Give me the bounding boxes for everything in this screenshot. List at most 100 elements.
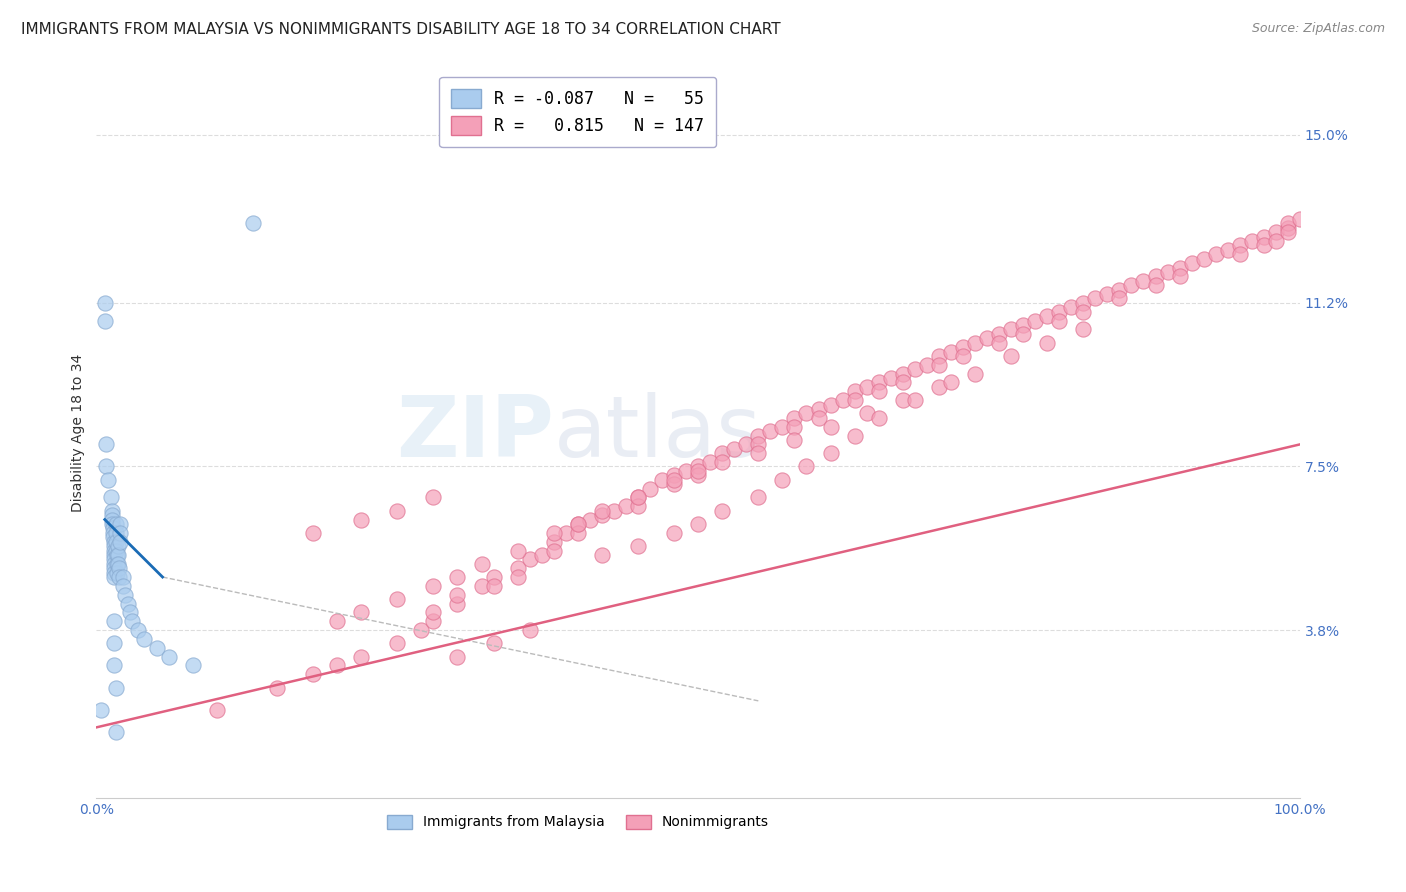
Point: [482, 636, 505, 650]
Point: [103, 543, 125, 558]
Point: [103, 548, 125, 562]
Point: [1156, 265, 1178, 279]
Point: [952, 340, 974, 354]
Point: [1071, 322, 1094, 336]
Point: [117, 597, 139, 611]
Point: [90, 703, 112, 717]
Point: [111, 579, 134, 593]
Point: [783, 410, 806, 425]
Point: [105, 548, 128, 562]
Point: [1168, 269, 1191, 284]
Point: [567, 525, 589, 540]
Point: [302, 525, 325, 540]
Point: [108, 561, 131, 575]
Point: [638, 482, 661, 496]
Point: [1024, 313, 1046, 327]
Point: [627, 491, 650, 505]
Point: [103, 521, 125, 535]
Point: [1047, 313, 1070, 327]
Point: [506, 543, 529, 558]
Point: [1168, 260, 1191, 275]
Point: [952, 349, 974, 363]
Point: [422, 606, 444, 620]
Point: [506, 570, 529, 584]
Point: [807, 402, 830, 417]
Point: [326, 614, 349, 628]
Point: [711, 455, 734, 469]
Point: [519, 623, 541, 637]
Text: IMMIGRANTS FROM MALAYSIA VS NONIMMIGRANTS DISABILITY AGE 18 TO 34 CORRELATION CH: IMMIGRANTS FROM MALAYSIA VS NONIMMIGRANT…: [21, 22, 780, 37]
Point: [103, 557, 125, 571]
Point: [939, 344, 962, 359]
Point: [844, 428, 866, 442]
Point: [446, 570, 468, 584]
Point: [104, 534, 127, 549]
Text: atlas: atlas: [554, 392, 762, 475]
Point: [627, 500, 650, 514]
Point: [181, 658, 204, 673]
Point: [844, 393, 866, 408]
Point: [506, 561, 529, 575]
Point: [104, 681, 127, 695]
Point: [891, 376, 914, 390]
Legend: Immigrants from Malaysia, Nonimmigrants: Immigrants from Malaysia, Nonimmigrants: [381, 809, 775, 835]
Point: [1108, 283, 1130, 297]
Point: [1012, 318, 1035, 332]
Point: [1192, 252, 1215, 266]
Point: [530, 548, 553, 562]
Point: [783, 433, 806, 447]
Point: [1229, 238, 1251, 252]
Point: [103, 534, 125, 549]
Point: [688, 459, 710, 474]
Point: [103, 570, 125, 584]
Point: [111, 570, 134, 584]
Point: [107, 557, 129, 571]
Point: [988, 335, 1011, 350]
Point: [101, 508, 124, 523]
Point: [110, 534, 132, 549]
Point: [350, 512, 373, 526]
Point: [1144, 278, 1167, 293]
Point: [470, 579, 492, 593]
Point: [104, 516, 127, 531]
Point: [446, 597, 468, 611]
Point: [134, 632, 156, 646]
Point: [675, 464, 697, 478]
Point: [963, 335, 986, 350]
Point: [94, 313, 117, 327]
Point: [796, 406, 818, 420]
Point: [976, 331, 998, 345]
Point: [963, 367, 986, 381]
Point: [205, 703, 228, 717]
Point: [422, 614, 444, 628]
Point: [121, 614, 143, 628]
Point: [1277, 220, 1299, 235]
Point: [1216, 243, 1239, 257]
Point: [107, 539, 129, 553]
Point: [103, 539, 125, 553]
Point: [688, 516, 710, 531]
Point: [711, 504, 734, 518]
Point: [470, 557, 492, 571]
Point: [820, 419, 842, 434]
Point: [543, 534, 565, 549]
Point: [904, 362, 927, 376]
Point: [591, 508, 613, 523]
Point: [94, 437, 117, 451]
Point: [988, 326, 1011, 341]
Point: [97, 473, 120, 487]
Point: [118, 606, 141, 620]
Point: [1036, 309, 1059, 323]
Point: [1000, 322, 1022, 336]
Point: [1277, 225, 1299, 239]
Point: [627, 491, 650, 505]
Point: [868, 384, 890, 399]
Point: [105, 557, 128, 571]
Point: [603, 504, 626, 518]
Point: [928, 358, 950, 372]
Point: [591, 548, 613, 562]
Point: [783, 419, 806, 434]
Point: [891, 393, 914, 408]
Point: [651, 473, 673, 487]
Point: [519, 552, 541, 566]
